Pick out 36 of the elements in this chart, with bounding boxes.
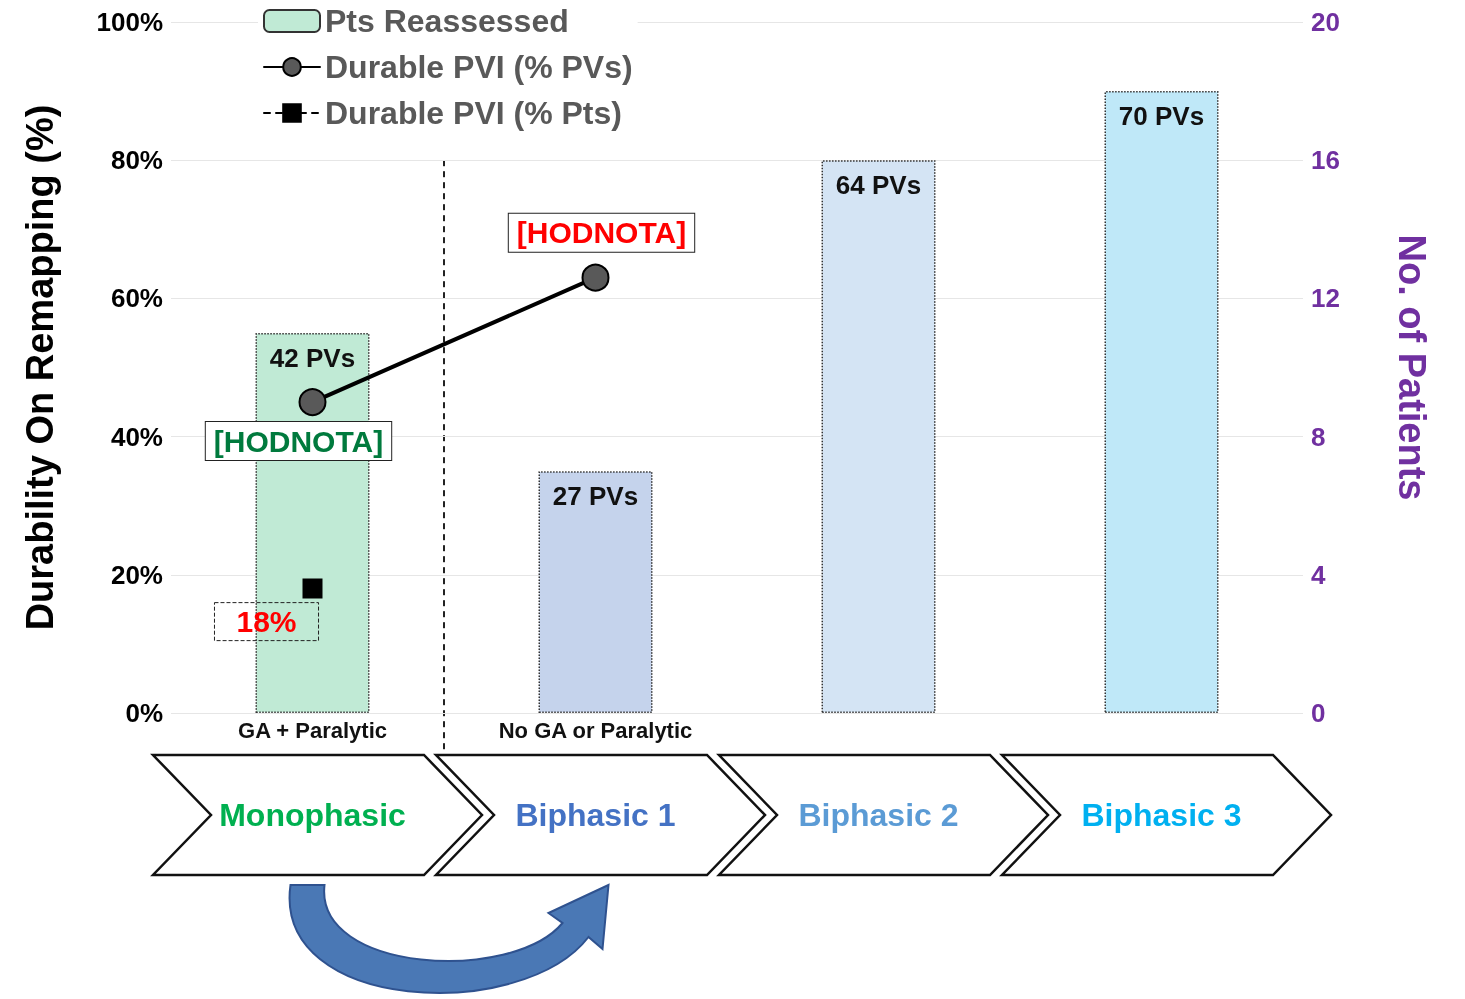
y2-axis-title: No. of Patients — [1391, 234, 1433, 501]
y-tick-label: 20% — [110, 559, 163, 590]
text: No GA or Paralytic — [498, 717, 693, 743]
annotation: 64 PVs — [835, 170, 922, 201]
legend-label: Durable PVI (% PVs) — [325, 49, 633, 85]
annotation: 27 PVs — [552, 481, 639, 512]
text: GA + Paralytic — [238, 717, 387, 743]
x-tick-label: Biphasic 1 — [515, 797, 676, 833]
legend-label: Pts Reassessed — [325, 3, 569, 39]
x-tick-label: Monophasic — [219, 797, 406, 833]
legend-label: Durable PVI (% Pts) — [325, 95, 622, 131]
y-tick-label: 100% — [96, 7, 163, 37]
annotation: 70 PVs — [1118, 101, 1205, 132]
annotation: 42 PVs — [269, 342, 356, 373]
y2-tick-label: 0 — [1311, 698, 1326, 728]
data-label: [HODNOTA] — [516, 216, 687, 250]
y-tick-label: 40% — [110, 421, 163, 452]
y-axis-title: Durability On Remapping (%) — [19, 104, 61, 631]
point — [298, 388, 327, 417]
point — [581, 263, 610, 292]
x-tick-label: Biphasic 3 — [1081, 797, 1242, 833]
bar — [538, 471, 653, 713]
y-tick-label: 60% — [110, 283, 163, 314]
data-label: 18% — [236, 605, 297, 639]
bar — [821, 160, 936, 713]
y2-tick-label: 16 — [1311, 145, 1340, 176]
data-label: [HODNOTA] — [213, 424, 384, 458]
y2-tick-label: 12 — [1311, 283, 1340, 314]
bar — [1104, 91, 1219, 713]
y2-tick-label: 4 — [1311, 559, 1326, 590]
y-tick-label: 0% — [125, 698, 163, 728]
y2-tick-label: 8 — [1311, 421, 1326, 452]
y-tick-label: 80% — [110, 145, 163, 176]
y2-tick-label: 20 — [1311, 7, 1340, 37]
point — [302, 578, 323, 599]
x-tick-label: Biphasic 2 — [798, 797, 959, 833]
